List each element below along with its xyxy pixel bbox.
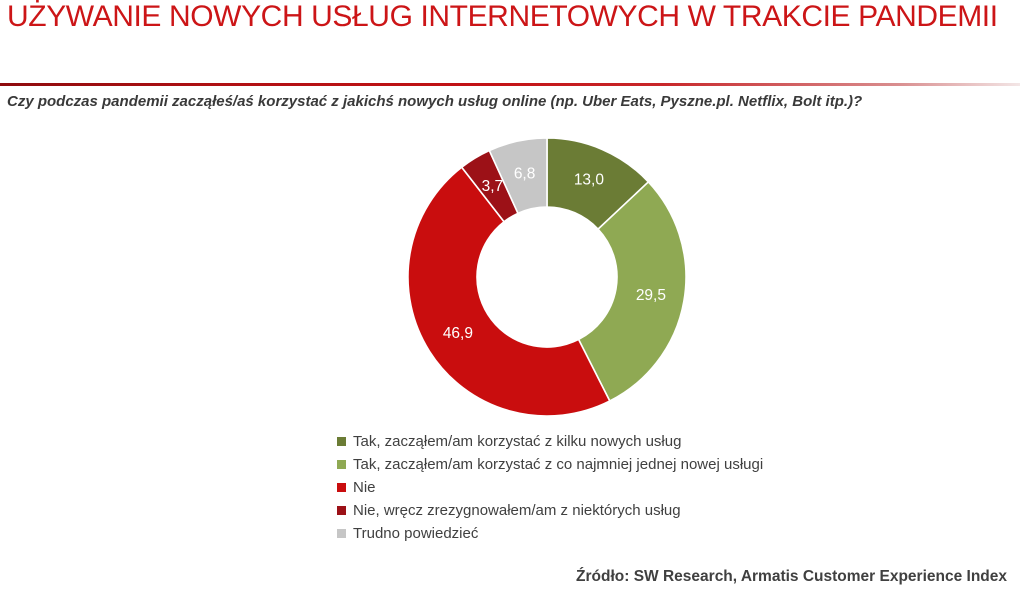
legend-label-2: Nie bbox=[353, 479, 376, 496]
legend-item-0: Tak, zacząłem/am korzystać z kilku nowyc… bbox=[337, 430, 763, 453]
slice-value-label-4: 6,8 bbox=[514, 165, 536, 182]
page-title: UŻYWANIE NOWYCH USŁUG INTERNETOWYCH W TR… bbox=[7, 0, 998, 33]
slice-value-label-2: 46,9 bbox=[443, 325, 473, 342]
donut-slice-1 bbox=[577, 180, 687, 403]
legend-item-1: Tak, zacząłem/am korzystać z co najmniej… bbox=[337, 453, 763, 476]
chart-legend: Tak, zacząłem/am korzystać z kilku nowyc… bbox=[337, 430, 763, 545]
slice-value-label-0: 13,0 bbox=[574, 172, 605, 189]
legend-item-2: Nie bbox=[337, 476, 763, 499]
source-credit: Źródło: SW Research, Armatis Customer Ex… bbox=[576, 568, 1007, 585]
survey-question: Czy podczas pandemii zacząłeś/aś korzyst… bbox=[7, 93, 863, 110]
donut-chart: 13,0 29,5 46,9 3,7 6,8 bbox=[397, 127, 697, 427]
donut-chart-svg: 13,0 29,5 46,9 3,7 6,8 bbox=[407, 137, 687, 417]
legend-item-4: Trudno powiedzieć bbox=[337, 522, 763, 545]
slice-value-label-1: 29,5 bbox=[636, 287, 666, 304]
donut-slice-4 bbox=[488, 137, 548, 215]
legend-swatch-1 bbox=[337, 460, 346, 469]
legend-label-3: Nie, wręcz zrezygnowałem/am z niektórych… bbox=[353, 502, 681, 519]
donut-slice-2 bbox=[407, 166, 611, 417]
legend-swatch-3 bbox=[337, 506, 346, 515]
title-divider bbox=[0, 83, 1020, 86]
legend-swatch-2 bbox=[337, 483, 346, 492]
legend-label-1: Tak, zacząłem/am korzystać z co najmniej… bbox=[353, 456, 764, 473]
legend-label-0: Tak, zacząłem/am korzystać z kilku nowyc… bbox=[353, 433, 682, 450]
legend-item-3: Nie, wręcz zrezygnowałem/am z niektórych… bbox=[337, 499, 763, 522]
slice-value-label-3: 3,7 bbox=[482, 178, 504, 195]
legend-label-4: Trudno powiedzieć bbox=[353, 525, 479, 542]
legend-swatch-4 bbox=[337, 529, 346, 538]
legend-swatch-0 bbox=[337, 437, 346, 446]
